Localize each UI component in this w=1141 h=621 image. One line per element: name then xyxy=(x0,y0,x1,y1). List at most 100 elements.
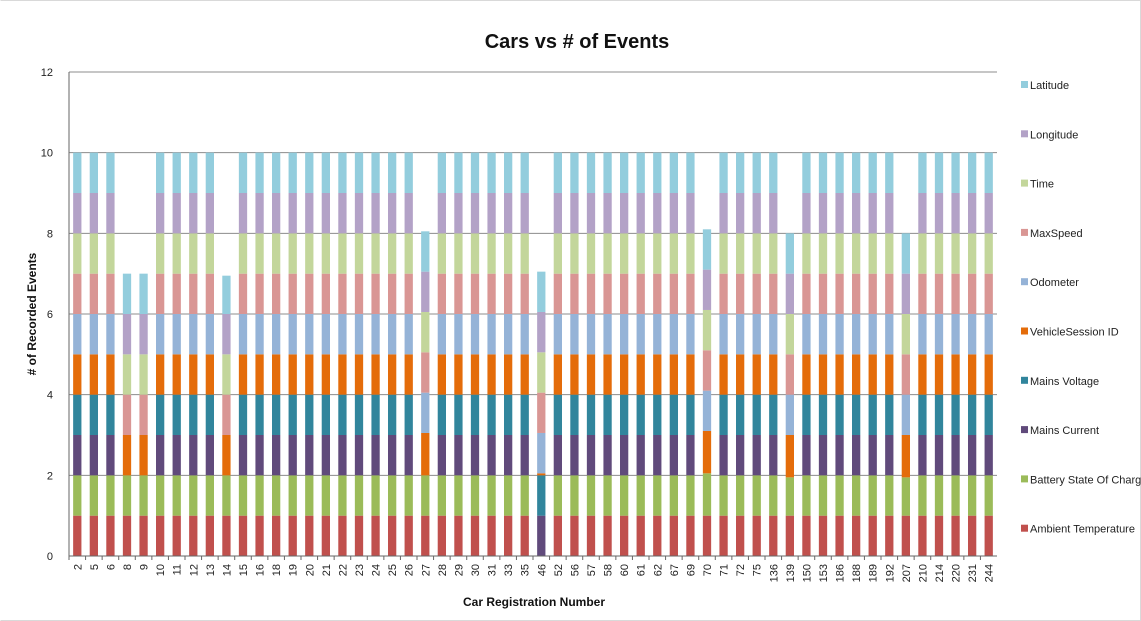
legend-label: Battery State Of Charge xyxy=(1030,474,1141,486)
bar-segment xyxy=(305,515,314,556)
bar-segment xyxy=(470,515,480,556)
bar-segment xyxy=(421,475,430,516)
bar-segment xyxy=(272,233,281,274)
bar-segment xyxy=(752,435,761,476)
bar-segment xyxy=(205,273,214,314)
bar-segment xyxy=(437,475,446,516)
bar-segment xyxy=(106,233,115,274)
bar-segment xyxy=(636,233,645,274)
bar-segment xyxy=(156,394,165,435)
bar-segment xyxy=(338,354,347,395)
bar-segment xyxy=(338,314,347,355)
bar-segment xyxy=(835,394,844,435)
bar-segment xyxy=(586,233,596,274)
bar-segment xyxy=(868,152,877,193)
bar-segment xyxy=(272,152,281,193)
bar-segment xyxy=(669,273,678,314)
bar-segment xyxy=(338,475,347,516)
bar-segment xyxy=(934,515,944,556)
x-tick-label: 136 xyxy=(768,564,780,582)
bar-segment xyxy=(586,314,596,355)
bar-segment xyxy=(255,394,264,435)
bar-segment xyxy=(769,394,778,435)
bar-segment xyxy=(852,233,861,274)
bar-segment xyxy=(586,193,596,234)
bar-segment xyxy=(73,394,82,435)
bar-segment xyxy=(968,475,977,516)
bar-segment xyxy=(968,233,977,274)
bar-segment xyxy=(156,354,165,395)
bar-segment xyxy=(470,354,480,395)
bar-segment xyxy=(570,193,579,234)
bar-segment xyxy=(719,515,728,556)
legend-swatch xyxy=(1021,228,1028,236)
bar-segment xyxy=(785,314,794,355)
x-tick-label: 26 xyxy=(404,564,416,576)
bar-segment xyxy=(918,394,927,435)
x-tick-label: 244 xyxy=(984,564,996,582)
bar-segment xyxy=(719,233,728,274)
x-tick-label: 5 xyxy=(89,564,101,570)
bar-segment xyxy=(520,273,529,314)
bar-segment xyxy=(885,475,894,516)
bar-segment xyxy=(702,269,712,310)
bar-segment xyxy=(404,475,413,516)
bar-segment xyxy=(752,314,761,355)
bar-segment xyxy=(603,515,612,556)
bar-segment xyxy=(156,475,165,516)
bar-segment xyxy=(255,152,264,193)
x-tick-label: 61 xyxy=(636,564,648,576)
bar-segment xyxy=(255,193,264,234)
x-tick-label: 22 xyxy=(337,564,349,576)
bar-segment xyxy=(421,231,430,272)
bar-segment xyxy=(984,314,993,355)
x-tick-label: 57 xyxy=(586,564,598,576)
bar-segment xyxy=(487,515,496,556)
bar-segment xyxy=(122,475,132,516)
bar-segment xyxy=(951,435,960,476)
bar-segment xyxy=(388,233,397,274)
bar-segment xyxy=(421,515,430,556)
x-tick-label: 21 xyxy=(321,564,333,576)
bar-segment xyxy=(885,394,894,435)
bar-segment xyxy=(338,193,347,234)
bar-segment xyxy=(553,435,562,476)
x-tick-label: 139 xyxy=(785,564,797,582)
bar-segment xyxy=(470,273,480,314)
bar-segment xyxy=(421,432,430,476)
y-axis-ticks: 0 2 4 6 8 10 12 xyxy=(41,67,53,563)
bar-segment xyxy=(818,152,828,193)
legend-swatch xyxy=(1021,426,1028,434)
bar-segment xyxy=(272,193,281,234)
bar-segment xyxy=(901,273,910,314)
bar-segment xyxy=(172,233,181,274)
bar-segment xyxy=(89,314,98,355)
bar-segment xyxy=(338,233,347,274)
bar-segment xyxy=(818,435,828,476)
bar-segment xyxy=(139,475,148,516)
bar-segment xyxy=(686,314,695,355)
bar-segment xyxy=(437,435,446,476)
bar-segment xyxy=(868,394,877,435)
bar-segment xyxy=(305,152,314,193)
x-tick-label: 231 xyxy=(967,564,979,582)
bar-segment xyxy=(686,273,695,314)
bar-segment xyxy=(636,354,645,395)
bar-segment xyxy=(156,233,165,274)
bar-segment xyxy=(205,233,214,274)
bar-segment xyxy=(719,273,728,314)
bar-segment xyxy=(73,475,82,516)
bar-segment xyxy=(868,233,877,274)
bar-segment xyxy=(354,354,364,395)
bar-segment xyxy=(620,193,629,234)
bar-segment xyxy=(305,233,314,274)
bar-segment xyxy=(934,233,944,274)
bar-segment xyxy=(189,314,198,355)
bar-segment xyxy=(338,152,347,193)
bar-segment xyxy=(702,229,712,270)
bar-segment xyxy=(106,515,115,556)
bar-segment xyxy=(288,233,297,274)
bar-segment xyxy=(470,193,480,234)
bars xyxy=(73,152,993,556)
x-tick-label: 62 xyxy=(652,564,664,576)
